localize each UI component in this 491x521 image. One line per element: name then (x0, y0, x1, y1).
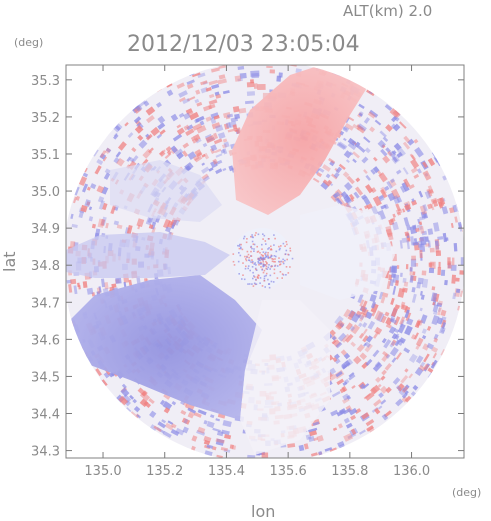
negative-region-northwest (110, 160, 222, 222)
y-tick-label: 34.9 (31, 222, 60, 237)
radar-velocity-field (66, 65, 464, 458)
y-tick-label: 34.6 (31, 333, 60, 348)
y-tick-label: 35.2 (31, 111, 60, 126)
timestamp-title: 2012/12/03 23:05:04 (127, 32, 360, 57)
x-tick-label: 135.6 (270, 464, 307, 479)
y-axis-label: lat (0, 251, 19, 272)
y-tick-label: 34.4 (31, 408, 60, 423)
y-tick-label: 35.1 (31, 148, 60, 163)
negative-region (70, 275, 262, 420)
y-tick-label: 34.8 (31, 259, 60, 274)
y-tick-label: 35.0 (31, 185, 60, 200)
x-unit-label: (deg) (452, 486, 481, 499)
x-tick-label: 135.8 (331, 464, 368, 479)
x-ticks: 135.0 135.2 135.4 135.6 135.8 136.0 (84, 65, 430, 479)
positive-region (232, 65, 375, 215)
center-speckle (232, 232, 294, 289)
negative-region-west (66, 232, 230, 278)
near-zero-east (300, 205, 395, 300)
y-unit-label: (deg) (14, 36, 43, 49)
plot-frame (65, 64, 465, 459)
x-tick-label: 135.2 (146, 464, 183, 479)
x-tick-label: 135.0 (84, 464, 121, 479)
y-tick-label: 34.5 (31, 370, 60, 385)
y-ticks: 35.3 35.2 35.1 35.0 34.9 34.8 34.7 34.6 34.5 34.4… (31, 74, 464, 460)
y-tick-label: 34.3 (31, 445, 60, 460)
x-tick-label: 136.0 (393, 464, 430, 479)
y-tick-label: 35.3 (31, 74, 60, 89)
y-tick-label: 34.7 (31, 296, 60, 311)
altitude-label: ALT(km) 2.0 (343, 2, 432, 20)
near-zero-south (240, 300, 330, 455)
x-axis-label: lon (251, 502, 275, 521)
x-tick-label: 135.4 (208, 464, 245, 479)
